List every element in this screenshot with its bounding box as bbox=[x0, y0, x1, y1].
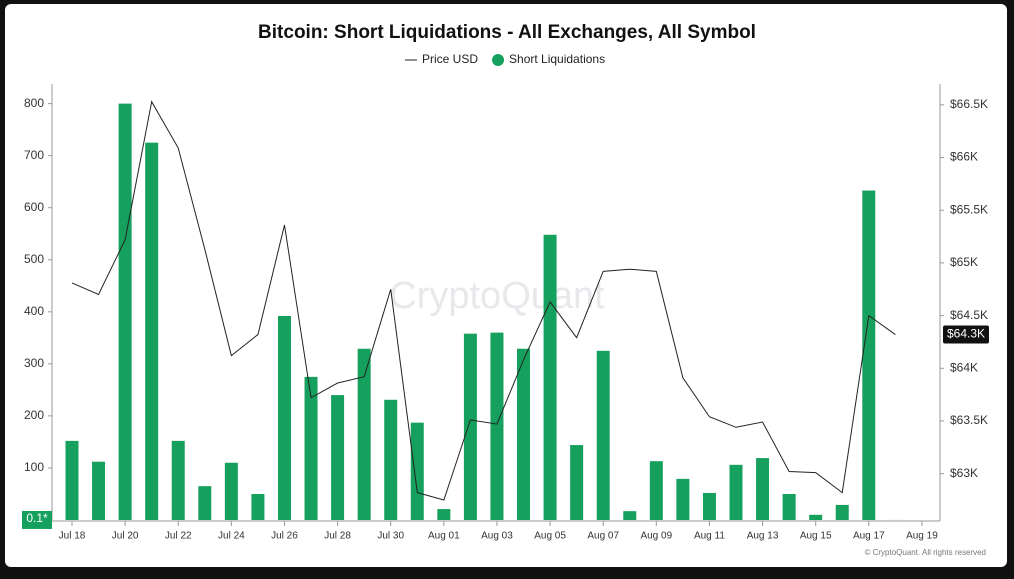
credit: © CryptoQuant. All rights reserved bbox=[865, 548, 987, 557]
bar bbox=[251, 494, 264, 520]
legend-label: Price USD bbox=[422, 52, 478, 66]
x-tick-label: Aug 01 bbox=[428, 531, 460, 542]
x-tick-label: Jul 24 bbox=[218, 531, 245, 542]
bar bbox=[119, 104, 132, 520]
x-tick-label: Aug 11 bbox=[694, 531, 725, 542]
y2-tick-label: $64K bbox=[950, 360, 978, 374]
value-label: 0.1* bbox=[26, 511, 48, 525]
bar bbox=[411, 423, 424, 520]
x-tick-label: Aug 13 bbox=[747, 531, 779, 542]
y-tick-label: 800 bbox=[24, 96, 44, 110]
x-tick-label: Jul 30 bbox=[377, 531, 404, 542]
x-tick-label: Aug 07 bbox=[587, 531, 619, 542]
x-tick-label: Jul 20 bbox=[112, 531, 139, 542]
x-tick-label: Aug 05 bbox=[534, 531, 566, 542]
y-tick-label: 400 bbox=[24, 304, 44, 318]
y2-tick-label: $63.5K bbox=[950, 413, 988, 427]
bar bbox=[358, 349, 371, 520]
y2-tick-label: $66.5K bbox=[950, 97, 988, 111]
bar bbox=[809, 515, 822, 520]
x-tick-label: Aug 19 bbox=[906, 531, 938, 542]
bar bbox=[730, 465, 743, 520]
y2-tick-label: $64.5K bbox=[950, 308, 988, 322]
y-tick-label: 700 bbox=[24, 148, 44, 162]
bar bbox=[703, 493, 716, 520]
bar bbox=[570, 445, 583, 520]
bar bbox=[92, 462, 105, 520]
bar bbox=[623, 511, 636, 520]
value-label: $64.3K bbox=[947, 327, 985, 341]
y2-tick-label: $63K bbox=[950, 466, 978, 480]
bar bbox=[597, 351, 610, 520]
bar bbox=[464, 334, 477, 520]
bar bbox=[783, 494, 796, 520]
bar bbox=[650, 461, 663, 520]
bar bbox=[145, 143, 158, 520]
y2-tick-label: $66K bbox=[950, 150, 978, 164]
x-tick-label: Aug 03 bbox=[481, 531, 513, 542]
x-tick-label: Aug 15 bbox=[800, 531, 832, 542]
x-tick-label: Jul 18 bbox=[59, 531, 86, 542]
bar bbox=[66, 441, 79, 520]
bar bbox=[676, 479, 689, 520]
legend-swatch bbox=[492, 54, 504, 66]
y2-tick-label: $65.5K bbox=[950, 202, 988, 216]
x-tick-label: Jul 26 bbox=[271, 531, 298, 542]
x-tick-label: Jul 28 bbox=[324, 531, 351, 542]
bar bbox=[490, 333, 503, 520]
bar bbox=[198, 486, 211, 520]
chart-title: Bitcoin: Short Liquidations - All Exchan… bbox=[258, 22, 756, 43]
bar bbox=[836, 505, 849, 520]
y-tick-label: 100 bbox=[24, 460, 44, 474]
y-tick-label: 300 bbox=[24, 356, 44, 370]
bar bbox=[517, 349, 530, 520]
y-tick-label: 600 bbox=[24, 200, 44, 214]
bar bbox=[756, 458, 769, 520]
bar bbox=[384, 400, 397, 520]
watermark: CryptoQuant bbox=[389, 275, 605, 317]
legend-label: Short Liquidations bbox=[509, 52, 605, 66]
x-tick-label: Jul 22 bbox=[165, 531, 192, 542]
x-tick-label: Aug 17 bbox=[853, 531, 885, 542]
bar bbox=[225, 463, 238, 520]
bar bbox=[331, 395, 344, 520]
bar bbox=[172, 441, 185, 520]
y-tick-label: 500 bbox=[24, 252, 44, 266]
bar bbox=[544, 235, 557, 520]
bar bbox=[437, 509, 450, 520]
bar bbox=[862, 191, 875, 520]
y2-tick-label: $65K bbox=[950, 255, 978, 269]
bar bbox=[278, 316, 291, 520]
x-tick-label: Aug 09 bbox=[640, 531, 672, 542]
y-tick-label: 200 bbox=[24, 408, 44, 422]
